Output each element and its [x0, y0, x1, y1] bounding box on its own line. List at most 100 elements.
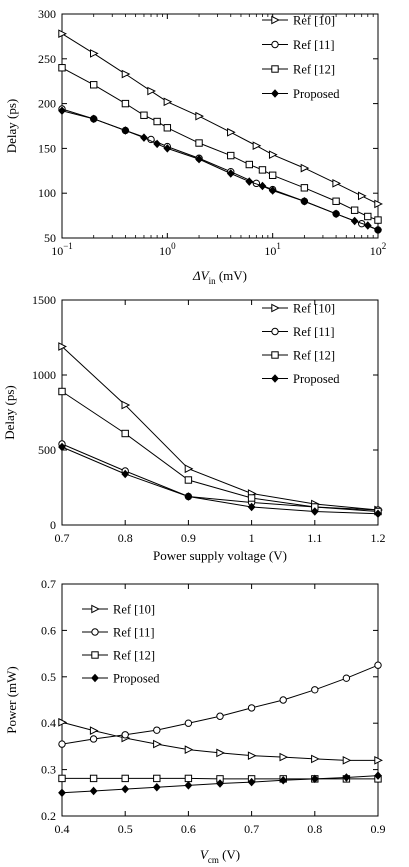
chart-power-vs-vcm: 0.2 0.3 0.4 0.5 0.6 0.7 0.4 0.5 0.6 0.7 0.8 0.9 Vcm …: [4, 577, 386, 865]
x-axis-label: ΔVin (mV): [192, 268, 247, 286]
legend-label: Proposed: [113, 672, 160, 686]
x-tick-label: 10−1: [51, 241, 73, 258]
data-point: [140, 111, 148, 119]
legend-item-ref-11: Ref [11]: [262, 38, 335, 52]
data-point: [342, 773, 351, 782]
legend-label: Ref [11]: [113, 626, 155, 640]
series-ref-10: [58, 29, 383, 209]
data-point: [245, 160, 253, 169]
legend-marker: [271, 374, 279, 383]
data-point: [121, 126, 130, 135]
data-point: [374, 755, 383, 765]
y-tick-label: 0.6: [41, 623, 56, 637]
x-tick-label: 0.8: [118, 531, 133, 545]
x-tick-label: 0.9: [181, 531, 196, 545]
data-point: [121, 429, 129, 438]
legend-marker: [271, 351, 279, 359]
data-point: [300, 184, 309, 192]
data-point: [195, 139, 203, 147]
legend-item-ref-11: Ref [11]: [262, 325, 335, 339]
x-tick-label: 1.1: [307, 531, 322, 545]
y-tick-label: 250: [38, 52, 56, 66]
data-point: [184, 492, 193, 501]
legend-item-ref-12: Ref [12]: [262, 349, 335, 363]
data-point: [121, 99, 130, 108]
data-point: [350, 206, 359, 214]
series-line: [61, 443, 379, 511]
data-point: [58, 106, 66, 116]
data-point: [350, 216, 359, 226]
y-tick-label: 1500: [32, 293, 56, 307]
y-axis-label: Delay (ps): [4, 99, 19, 154]
data-point: [121, 469, 130, 479]
series-line: [61, 33, 379, 205]
series-proposed: [58, 771, 382, 798]
chart-delay-vs-dvin: 50 100 150 200 250 300 10−1 100 101 102 ΔVin (mV) D…: [4, 7, 386, 286]
legend-item-ref-11: Ref [11]: [82, 626, 155, 640]
y-tick-label: 0.5: [41, 670, 56, 684]
data-point: [311, 754, 320, 764]
data-point: [227, 151, 235, 160]
legend-marker: [91, 673, 99, 683]
x-tick-label: 0.6: [181, 822, 196, 836]
series-line: [61, 67, 379, 221]
data-point: [121, 774, 129, 783]
x-axis-label: Vcm (V): [200, 847, 240, 865]
data-point: [227, 127, 236, 137]
x-tick-label: 0.7: [55, 531, 70, 545]
data-point: [121, 784, 130, 794]
data-point: [153, 774, 161, 783]
legend: Ref [10] Ref [11] Ref [12] Proposed: [262, 302, 340, 386]
data-point: [258, 181, 267, 191]
y-axis-label: Delay (ps): [2, 385, 17, 440]
data-point: [163, 97, 173, 107]
x-tick-label: 101: [264, 241, 281, 258]
legend-item-proposed: Proposed: [262, 87, 340, 101]
legend-marker: [271, 40, 279, 49]
y-tick-label: 0: [50, 518, 56, 532]
data-point: [364, 212, 372, 221]
data-point: [374, 225, 382, 235]
y-tick-label: 0.2: [41, 809, 56, 823]
data-point: [247, 704, 256, 712]
series-line: [61, 446, 379, 515]
chart-panel-delay-vs-dvin: 50 100 150 200 250 300 10−1 100 101 102 ΔVin (mV) D…: [0, 0, 409, 290]
data-point: [184, 774, 193, 783]
legend-label: Ref [11]: [293, 38, 335, 52]
legend-label: Ref [10]: [113, 603, 155, 617]
legend-label: Ref [12]: [113, 649, 155, 663]
legend-item-ref-12: Ref [12]: [262, 63, 335, 77]
data-point: [121, 731, 129, 739]
series-ref-10: [58, 342, 383, 515]
data-point: [247, 494, 256, 502]
legend-label: Proposed: [293, 87, 340, 101]
data-point: [310, 774, 319, 784]
plot-frame: [61, 299, 379, 526]
data-point: [58, 788, 66, 798]
data-point: [153, 117, 161, 126]
legend-item-ref-10: Ref [10]: [262, 14, 335, 28]
data-point: [332, 179, 342, 188]
data-point: [216, 712, 224, 720]
y-tick-label: 50: [44, 231, 56, 245]
data-point: [163, 124, 172, 132]
x-tick-label: 0.4: [55, 822, 70, 836]
chart-panel-delay-vs-supply: 0 500 1000 1500 0.7 0.8 0.9 1 1.1 1.2 Power supply…: [0, 290, 409, 575]
legend-marker: [91, 604, 100, 614]
data-point: [245, 177, 254, 186]
data-point: [374, 509, 382, 519]
data-point: [300, 197, 309, 206]
legend-label: Ref [10]: [293, 14, 335, 28]
series-ref-11: [58, 661, 382, 748]
x-axis-label: Power supply voltage (V): [153, 548, 287, 563]
data-point: [58, 29, 67, 39]
plot-frame: [61, 583, 379, 817]
data-point: [216, 748, 225, 758]
data-point: [184, 745, 194, 754]
data-point: [374, 661, 382, 669]
y-tick-label: 1000: [32, 368, 56, 382]
data-point: [184, 719, 193, 727]
data-point: [89, 774, 98, 783]
data-point: [279, 696, 287, 704]
y-axis-label: Power (mW): [4, 666, 19, 734]
